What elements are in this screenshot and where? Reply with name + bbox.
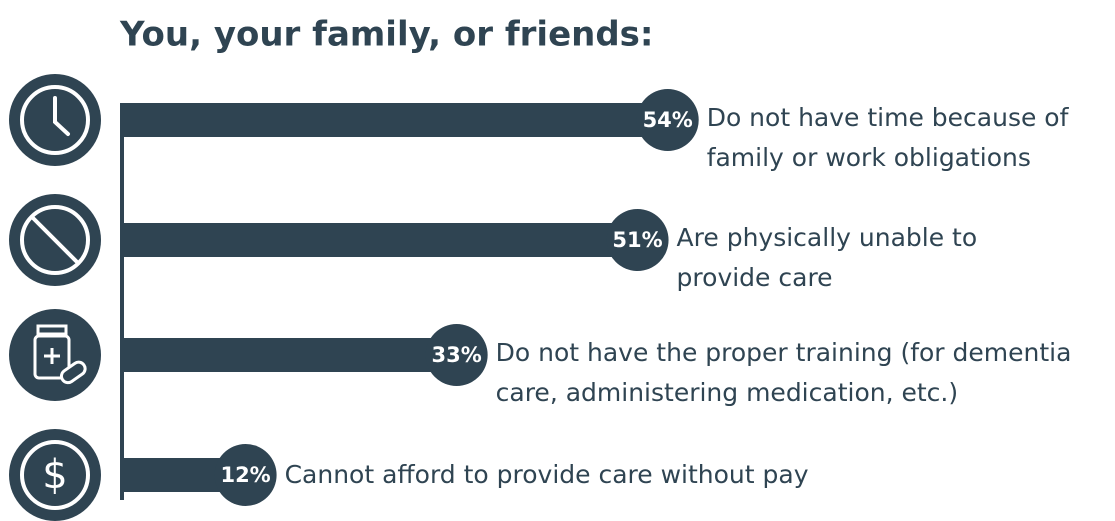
- category-label: Are physically unable to provide care: [676, 223, 978, 292]
- value-label: 51%: [612, 228, 662, 252]
- category-label: Do not have time because of family or wo…: [706, 103, 1069, 172]
- value-label: 33%: [432, 343, 482, 367]
- bar: [120, 103, 668, 137]
- category-label: Do not have the proper training (for dem…: [495, 338, 1072, 407]
- svg-text:$: $: [42, 452, 67, 498]
- value-label: 54%: [643, 108, 693, 132]
- category-label: Cannot afford to provide care without pa…: [284, 460, 809, 489]
- bar: [120, 223, 638, 257]
- icon-clock: [9, 74, 101, 166]
- bar-end: [606, 209, 669, 271]
- bar-end: [636, 89, 699, 151]
- bar-end: [214, 444, 277, 506]
- value-label: 12%: [220, 463, 270, 487]
- icon-prohibited: [9, 194, 101, 286]
- bar-end: [425, 324, 488, 386]
- chart-title: You, your family, or friends:: [119, 15, 654, 55]
- icon-dollar: $: [9, 429, 101, 521]
- icon-medicine: [9, 309, 101, 401]
- bar: [120, 338, 457, 372]
